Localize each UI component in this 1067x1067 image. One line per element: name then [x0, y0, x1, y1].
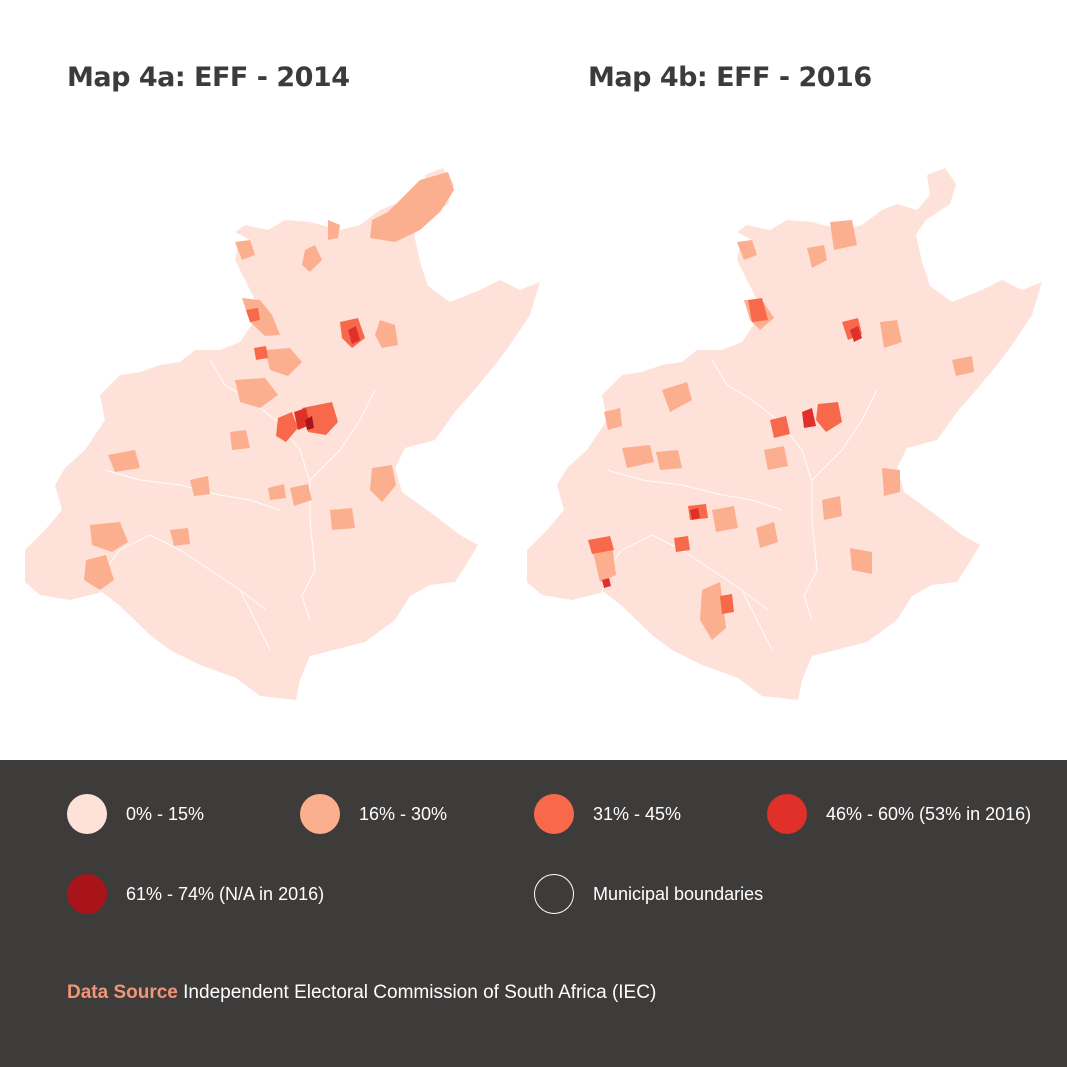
districts-16-30: [84, 172, 454, 590]
legend-swatch: [767, 794, 807, 834]
legend-item: 46% - 60% (53% in 2016): [767, 794, 1031, 834]
legend-panel: 0% - 15% 16% - 30% 31% - 45% 46% - 60% (…: [0, 760, 1067, 1067]
legend-swatch: [67, 794, 107, 834]
data-source-text: Independent Electoral Commission of Sout…: [183, 982, 657, 1003]
legend-item: 61% - 74% (N/A in 2016): [67, 874, 324, 914]
legend-label: 61% - 74% (N/A in 2016): [126, 883, 325, 904]
legend-item: 0% - 15%: [67, 794, 204, 834]
legend-label: 0% - 15%: [126, 803, 205, 824]
data-source: Data Source Independent Electoral Commis…: [67, 982, 656, 1004]
map-4b-title: Map 4b: EFF - 2016: [588, 62, 872, 93]
map-4a-title: Map 4a: EFF - 2014: [67, 62, 350, 93]
legend-item: 16% - 30%: [300, 794, 447, 834]
data-source-label: Data Source: [67, 982, 178, 1003]
districts-61-74: [305, 416, 314, 430]
legend-swatch: [534, 794, 574, 834]
legend-swatch: [67, 874, 107, 914]
legend-label: 31% - 45%: [593, 803, 682, 824]
legend-label: 46% - 60% (53% in 2016): [826, 803, 1032, 824]
districts-16-30: [592, 220, 974, 640]
legend-swatch: [534, 874, 574, 914]
legend-swatch: [300, 794, 340, 834]
map-4b: [527, 168, 1042, 700]
legend-label: Municipal boundaries: [593, 883, 764, 904]
map-4a: [25, 168, 540, 700]
legend-item: Municipal boundaries: [534, 874, 763, 914]
legend-item: 31% - 45%: [534, 794, 681, 834]
legend-label: 16% - 30%: [359, 803, 448, 824]
districts-46-60: [602, 326, 862, 588]
districts-31-45: [588, 298, 862, 614]
